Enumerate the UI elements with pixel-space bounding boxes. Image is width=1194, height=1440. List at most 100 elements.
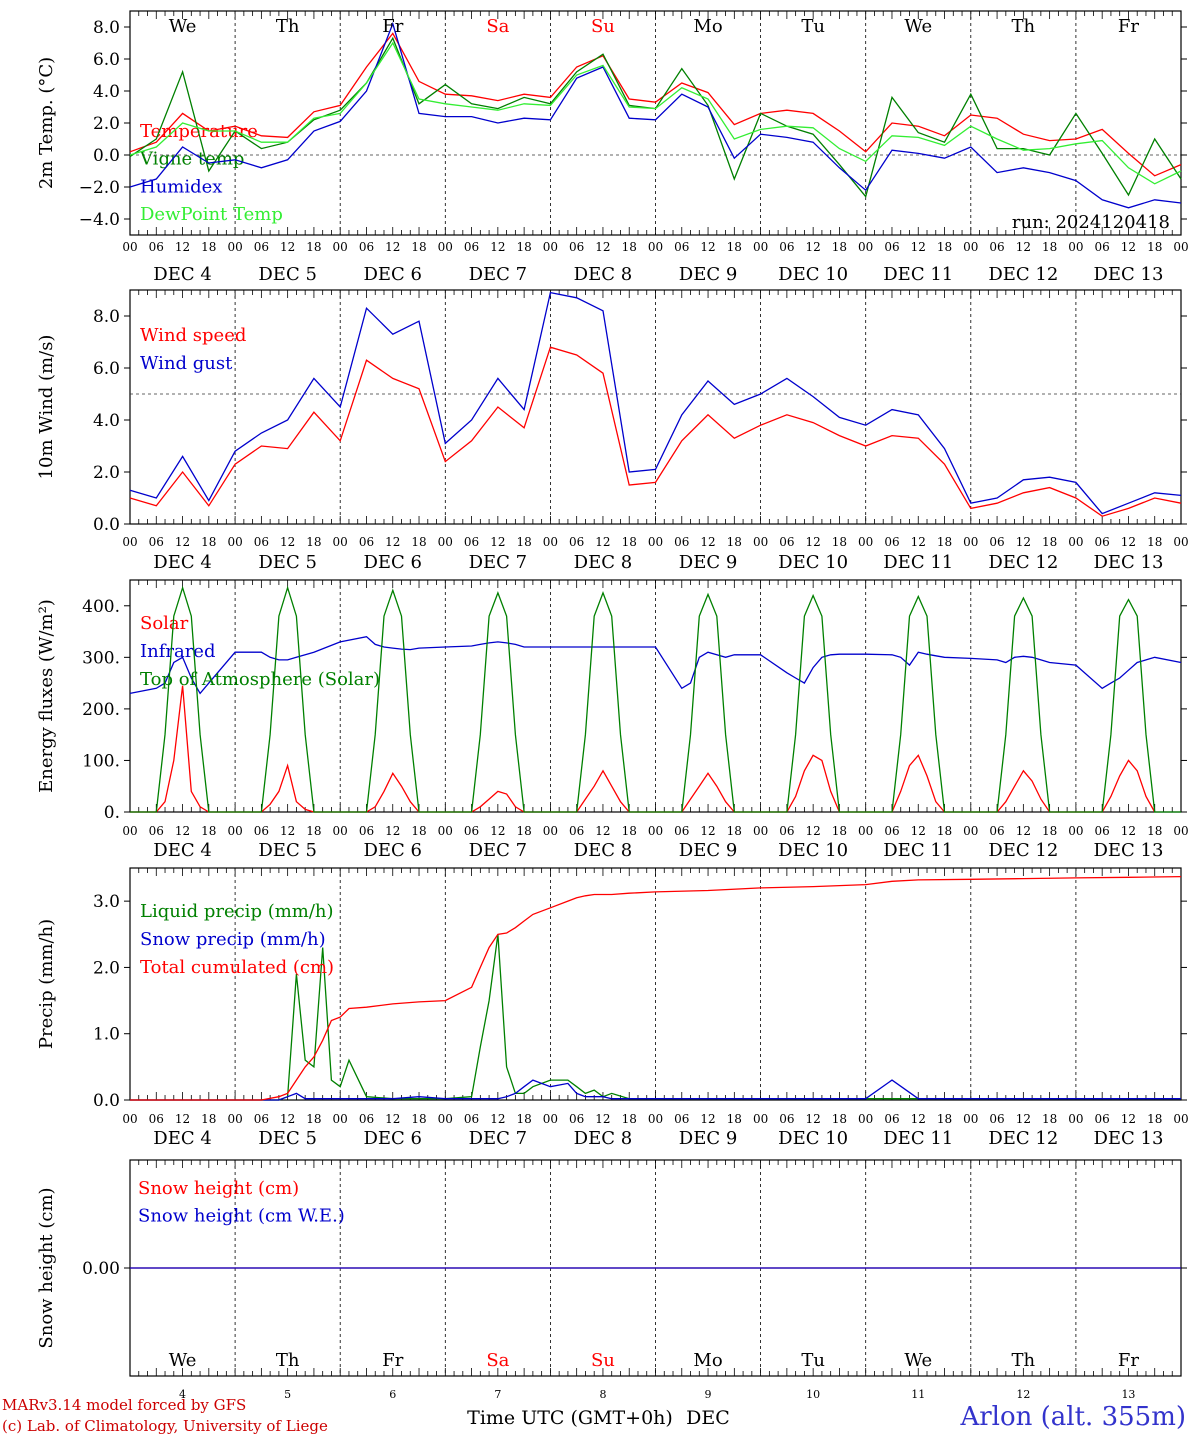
hour-label: 00 bbox=[963, 1112, 978, 1126]
y-tick-label: 8.0 bbox=[93, 18, 120, 38]
date-label: DEC 10 bbox=[778, 552, 848, 573]
y-axis-label: Precip (mm/h) bbox=[36, 919, 57, 1049]
hour-label: 00 bbox=[227, 824, 242, 838]
hour-label: 12 bbox=[911, 824, 926, 838]
series-line-temperature bbox=[129, 32, 1182, 177]
hour-label: 12 bbox=[385, 824, 400, 838]
weekday-label: Fr bbox=[382, 16, 403, 37]
hour-label: 18 bbox=[516, 1112, 531, 1126]
hour-label: 12 bbox=[490, 824, 505, 838]
hour-ticks bbox=[129, 11, 1182, 235]
hour-label: 18 bbox=[832, 824, 847, 838]
y-tick-label: 2.0 bbox=[93, 463, 120, 483]
series-line-snow-precip-mm-h bbox=[130, 1079, 1181, 1101]
date-label: DEC 11 bbox=[883, 552, 953, 573]
y-tick-label: 3.0 bbox=[93, 892, 120, 912]
hour-label: 18 bbox=[622, 824, 637, 838]
hour-label: 18 bbox=[622, 1112, 637, 1126]
hour-label: 12 bbox=[700, 535, 715, 549]
y-tick-label: −2.0 bbox=[79, 178, 120, 198]
date-label: DEC 6 bbox=[363, 840, 422, 861]
hour-label: 12 bbox=[806, 535, 821, 549]
date-label: DEC 7 bbox=[469, 264, 528, 285]
weekday-label: Tu bbox=[801, 16, 825, 37]
hour-label: 12 bbox=[280, 535, 295, 549]
hour-label: 12 bbox=[490, 240, 505, 254]
hour-label: 12 bbox=[1121, 824, 1136, 838]
date-label: DEC 9 bbox=[679, 552, 738, 573]
hour-label: 06 bbox=[674, 1112, 689, 1126]
hour-label: 00 bbox=[648, 535, 663, 549]
date-label: DEC 10 bbox=[778, 840, 848, 861]
hour-label: 00 bbox=[1068, 535, 1083, 549]
date-label: DEC 6 bbox=[363, 264, 422, 285]
weekday-label: Fr bbox=[1118, 1350, 1139, 1371]
hour-label: 06 bbox=[884, 535, 899, 549]
y-tick-label: 0.0 bbox=[93, 1091, 120, 1111]
y-axis-label: Snow height (cm) bbox=[36, 1187, 57, 1348]
series-line-top-of-atmosphere-solar bbox=[130, 585, 1181, 813]
day-number-label: 6 bbox=[389, 1388, 396, 1401]
panel-2: 8.0 6.0 4.0 2.0 0.0 10m Wind (m/s) Wind speed W… bbox=[36, 289, 1189, 573]
station-name: Arlon (alt. 355m) bbox=[960, 1402, 1186, 1432]
hour-label: 12 bbox=[1121, 535, 1136, 549]
hour-label: 18 bbox=[306, 824, 321, 838]
hour-label: 18 bbox=[201, 1112, 216, 1126]
hour-label: 06 bbox=[254, 1112, 269, 1126]
weekday-label: Th bbox=[1012, 16, 1036, 37]
hour-label: 06 bbox=[779, 240, 794, 254]
legend-entry: Top of Atmosphere (Solar) bbox=[140, 669, 380, 690]
hour-label: 00 bbox=[753, 824, 768, 838]
legend-entry: Wind speed bbox=[140, 325, 246, 346]
hour-label: 18 bbox=[1042, 824, 1057, 838]
hour-label: 18 bbox=[622, 535, 637, 549]
legend-entry: Infrared bbox=[140, 641, 215, 662]
hour-label: 06 bbox=[1095, 1112, 1110, 1126]
hour-label: 06 bbox=[779, 1112, 794, 1126]
hour-label: 00 bbox=[1173, 1112, 1188, 1126]
hour-label: 00 bbox=[753, 240, 768, 254]
hour-label: 00 bbox=[438, 240, 453, 254]
hour-label: 18 bbox=[201, 535, 216, 549]
hour-label: 12 bbox=[1016, 535, 1031, 549]
hour-label: 06 bbox=[989, 240, 1004, 254]
y-tick-label: 0. bbox=[104, 803, 120, 823]
hour-label: 00 bbox=[858, 1112, 873, 1126]
day-number-label: 5 bbox=[284, 1388, 291, 1401]
date-label: DEC 5 bbox=[258, 264, 317, 285]
hour-label: 00 bbox=[122, 824, 137, 838]
y-tick-label: 400. bbox=[82, 597, 120, 617]
weekday-label: Mo bbox=[693, 1350, 722, 1371]
panel-1: 8.06.04.02.00.0−2.0−4.02m Temp. (°C) Temp… bbox=[36, 10, 1189, 285]
hour-label: 12 bbox=[700, 240, 715, 254]
date-label: DEC 9 bbox=[679, 264, 738, 285]
day-number-label: 12 bbox=[1016, 1388, 1030, 1401]
legend-entry: Wind gust bbox=[140, 353, 233, 374]
hour-label: 06 bbox=[359, 824, 374, 838]
hour-label: 06 bbox=[989, 824, 1004, 838]
hour-label: 12 bbox=[806, 240, 821, 254]
hour-label: 12 bbox=[806, 824, 821, 838]
hour-label: 12 bbox=[1121, 240, 1136, 254]
date-label: DEC 8 bbox=[574, 840, 633, 861]
hour-label: 12 bbox=[280, 824, 295, 838]
hour-label: 12 bbox=[385, 240, 400, 254]
hour-label: 00 bbox=[122, 1112, 137, 1126]
hour-label: 18 bbox=[622, 240, 637, 254]
date-label: DEC 6 bbox=[363, 552, 422, 573]
hour-label: 06 bbox=[569, 535, 584, 549]
hour-label: 12 bbox=[595, 240, 610, 254]
date-label: DEC 10 bbox=[778, 264, 848, 285]
plot-frame bbox=[129, 10, 1182, 236]
run-annotation: run: 2024120418 bbox=[1012, 212, 1170, 233]
weekday-label: Th bbox=[1012, 1350, 1036, 1371]
y-tick-label: 6.0 bbox=[93, 50, 120, 70]
date-label: DEC 4 bbox=[153, 552, 212, 573]
hour-label: 06 bbox=[254, 240, 269, 254]
day-number-label: 10 bbox=[806, 1388, 820, 1401]
hour-label: 12 bbox=[175, 1112, 190, 1126]
series-line-humidex bbox=[129, 21, 1182, 209]
date-label: DEC 8 bbox=[574, 1128, 633, 1149]
panel-4: 3.0 2.0 1.0 0.0 Precip (mm/h) Liquid precip (… bbox=[36, 867, 1189, 1149]
